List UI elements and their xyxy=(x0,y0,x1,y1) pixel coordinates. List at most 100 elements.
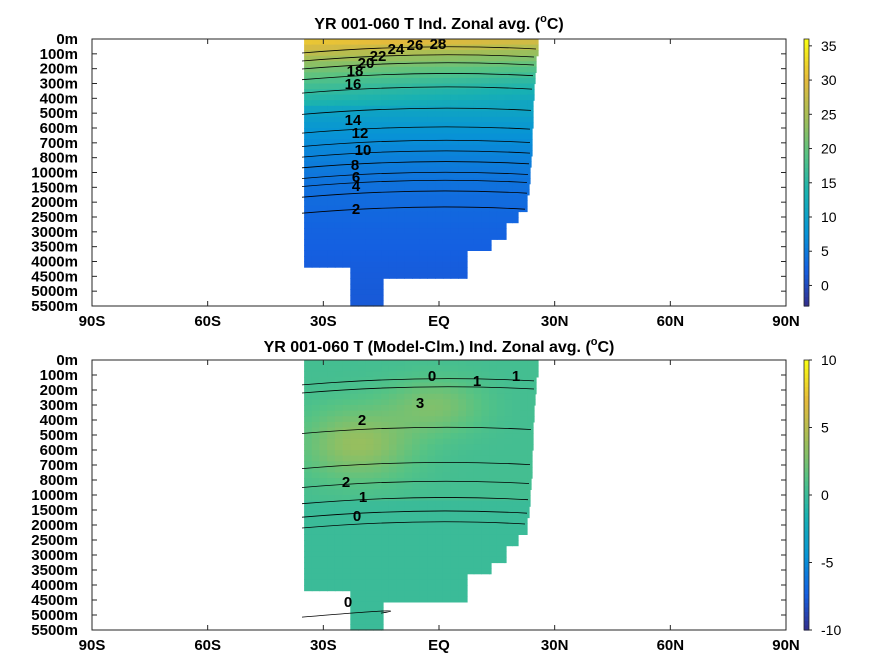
heatmap-cell xyxy=(350,233,359,240)
heatmap-cell xyxy=(327,50,336,57)
heatmap-cell xyxy=(327,144,336,151)
heatmap-cell xyxy=(404,450,413,457)
heatmap-cell xyxy=(419,122,428,129)
heatmap-cell xyxy=(435,250,444,257)
heatmap-cell xyxy=(373,427,382,434)
heatmap-cell xyxy=(373,155,382,162)
heatmap-cell xyxy=(435,540,444,547)
heatmap-cell xyxy=(458,244,467,251)
heatmap-cell xyxy=(489,405,498,412)
heatmap-cell xyxy=(388,483,398,490)
heatmap-cell xyxy=(419,545,428,552)
heatmap-cell xyxy=(466,495,475,502)
heatmap-cell xyxy=(365,133,374,140)
heatmap-cell xyxy=(481,433,490,440)
heatmap-cell xyxy=(373,523,382,530)
heatmap-cell xyxy=(404,166,413,174)
heatmap-cell xyxy=(527,133,533,140)
heatmap-cell xyxy=(450,244,459,251)
heatmap-cell xyxy=(458,545,467,552)
heatmap-cell xyxy=(304,416,313,423)
heatmap-cell xyxy=(350,267,359,274)
heatmap-cell xyxy=(358,523,367,530)
heatmap-cell xyxy=(365,421,374,429)
colorbar-segment xyxy=(804,39,809,44)
colorbar-segment xyxy=(804,279,809,285)
heatmap-cell xyxy=(466,472,475,479)
heatmap-cell xyxy=(466,556,475,564)
heatmap-cell xyxy=(435,528,444,535)
heatmap-cell xyxy=(466,399,475,406)
heatmap-cell xyxy=(489,528,498,535)
heatmap-cell xyxy=(442,133,452,140)
heatmap-cell xyxy=(373,613,382,620)
heatmap-cell xyxy=(450,545,459,552)
heatmap-cell xyxy=(412,500,421,507)
heatmap-cell xyxy=(427,483,436,490)
heatmap-cell xyxy=(427,551,436,558)
heatmap-cell xyxy=(520,133,529,140)
heatmap-cell xyxy=(396,405,405,412)
y-tick-label: 600m xyxy=(40,120,78,137)
heatmap-cell xyxy=(304,433,313,440)
heatmap-cell xyxy=(473,100,482,107)
colorbar-segment xyxy=(804,486,809,492)
heatmap-cell xyxy=(381,228,390,235)
heatmap-cell xyxy=(396,382,405,389)
heatmap-cell xyxy=(489,517,498,524)
heatmap-cell xyxy=(327,371,336,378)
heatmap-cell xyxy=(412,405,421,412)
heatmap-cell xyxy=(404,506,413,513)
heatmap-cell xyxy=(358,382,367,389)
heatmap-cell xyxy=(381,472,390,479)
heatmap-cell xyxy=(373,178,382,185)
heatmap-cell xyxy=(427,217,436,224)
contour-line xyxy=(301,62,535,70)
heatmap-cell xyxy=(473,61,482,68)
heatmap-cell xyxy=(496,393,506,400)
heatmap-cell xyxy=(304,393,313,400)
heatmap-cell xyxy=(427,255,436,263)
heatmap-cell xyxy=(365,427,374,434)
heatmap-cell xyxy=(458,495,467,502)
y-tick-label: 600m xyxy=(40,442,78,459)
heatmap-cell xyxy=(404,517,413,524)
heatmap-cell xyxy=(365,94,374,101)
heatmap-cell xyxy=(442,166,452,174)
heatmap-cell xyxy=(481,528,490,535)
heatmap-cell xyxy=(373,77,382,85)
heatmap-cell xyxy=(458,410,467,417)
heatmap-cell xyxy=(327,189,336,196)
heatmap-cell xyxy=(435,495,444,502)
heatmap-cell xyxy=(311,205,321,213)
heatmap-cell xyxy=(458,200,467,207)
heatmap-cell xyxy=(458,111,467,118)
heatmap-cell xyxy=(427,399,436,406)
heatmap-cell xyxy=(419,267,428,274)
heatmap-cell xyxy=(365,194,374,201)
heatmap-cell xyxy=(404,421,413,429)
heatmap-cell xyxy=(388,421,398,429)
heatmap-cell xyxy=(388,66,398,73)
heatmap-cell xyxy=(419,211,428,218)
heatmap-cell xyxy=(473,122,482,129)
heatmap-cell xyxy=(365,228,374,235)
heatmap-cell xyxy=(396,144,405,151)
heatmap-cell xyxy=(520,105,529,112)
heatmap-cell xyxy=(512,444,521,451)
heatmap-cell xyxy=(350,483,359,490)
heatmap-cell xyxy=(334,255,344,263)
heatmap-cell xyxy=(466,393,475,400)
heatmap-cell xyxy=(512,172,521,179)
heatmap-cell xyxy=(319,161,328,168)
colorbar-segment xyxy=(804,436,809,442)
heatmap-cell xyxy=(412,111,421,118)
colorbar-segment xyxy=(804,181,809,187)
heatmap-cell xyxy=(512,472,521,479)
colorbar-segment xyxy=(804,414,809,420)
heatmap-cell xyxy=(350,618,359,625)
heatmap-cell xyxy=(450,272,459,279)
heatmap-cell xyxy=(442,250,452,257)
heatmap-cell xyxy=(388,416,398,423)
heatmap-cell xyxy=(435,427,444,434)
